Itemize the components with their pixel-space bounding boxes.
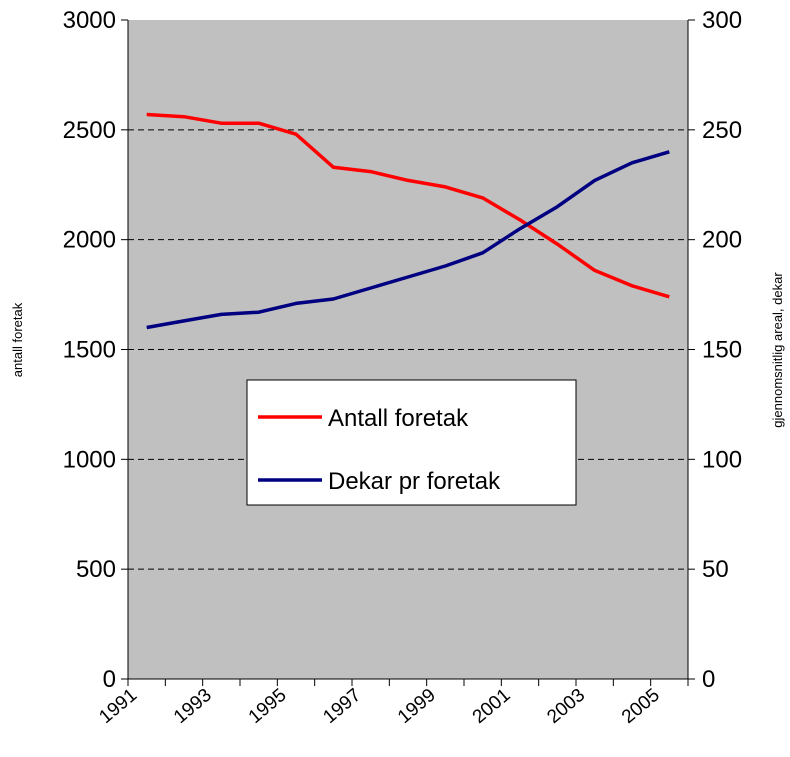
x-tick-label: 1999 xyxy=(394,685,440,728)
y-tick-label: 1500 xyxy=(63,337,116,364)
legend-label: Dekar pr foretak xyxy=(328,468,501,495)
y2-tick-label: 100 xyxy=(702,446,742,473)
line-series xyxy=(146,150,670,330)
x-tick-label: 1993 xyxy=(170,685,216,728)
x-tick-label: 2001 xyxy=(469,685,515,728)
y2-tick-label: 50 xyxy=(702,556,729,583)
y-tick-label: 1000 xyxy=(63,446,116,473)
x-tick-label: 2003 xyxy=(543,685,589,728)
y-tick-label: 0 xyxy=(103,666,116,693)
x-tick-label: 1995 xyxy=(245,685,291,728)
y-tick-label: 500 xyxy=(76,556,116,583)
y-tick-label: 2000 xyxy=(63,227,116,254)
x-tick-label: 1997 xyxy=(319,685,365,728)
y2-tick-label: 200 xyxy=(702,227,742,254)
y2-axis-label: gjennomsnitlig areal, dekar xyxy=(770,272,785,428)
y-axis-label: antall foretak xyxy=(10,302,25,377)
y2-tick-label: 300 xyxy=(702,7,742,34)
x-tick-label: 2005 xyxy=(618,685,664,728)
y-tick-label: 2500 xyxy=(63,117,116,144)
y2-tick-label: 150 xyxy=(702,337,742,364)
y-tick-label: 3000 xyxy=(63,7,116,34)
legend-box xyxy=(246,379,577,506)
legend-label: Antall foretak xyxy=(328,405,469,432)
line-series xyxy=(146,112,670,299)
y2-tick-label: 0 xyxy=(702,666,715,693)
y2-tick-label: 250 xyxy=(702,117,742,144)
